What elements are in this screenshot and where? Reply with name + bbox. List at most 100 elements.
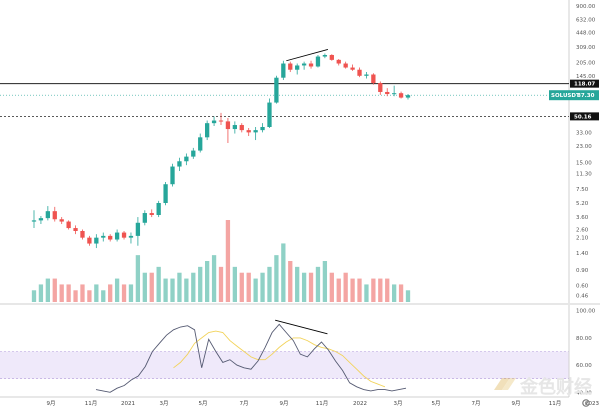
volume-bar [364,284,369,302]
rsi-band [0,351,569,379]
volume-bar [80,284,85,302]
rsi-divergence-trendline [275,319,328,335]
candle-body [260,126,265,131]
volume-bar [232,266,237,302]
rsi-signal-line [173,330,386,388]
candle-body [225,121,231,130]
candle-body [108,235,113,240]
price-tick-label: 632.00 [576,18,596,24]
time-tick-label: 2021 [121,401,135,407]
price-tick-label: 2.60 [576,227,589,233]
price-trendline [286,49,329,62]
volume-bar [108,284,113,302]
volume-bar [322,261,328,302]
candle-body [101,235,106,238]
volume-bar [156,266,161,302]
rsi-panel: 100.00 80.00 60.00 40.00 [0,305,596,397]
candle-body [336,59,341,64]
volume-bar [205,261,210,302]
candle-body [281,63,286,78]
candle-body [163,184,168,204]
level-badge [570,112,599,121]
candle-body [170,166,175,185]
candle-body [239,125,244,131]
volume-bar [357,278,362,302]
time-tick-label: 11月 [85,400,98,407]
price-tick-label: 309.00 [576,45,596,51]
volume-bar [121,284,127,302]
volume-bar [392,284,397,302]
candle-body [350,67,355,70]
price-tick-label: 5.20 [576,201,589,207]
volume-bar [149,272,154,302]
candle-body [198,137,203,151]
candle-body [246,130,251,133]
volume-bar [253,278,258,302]
price-tick-label: 33.00 [576,130,592,136]
volume-bar [142,272,147,302]
volume-bar [371,278,376,302]
volume-bar [301,272,307,302]
time-tick-label: 3月 [160,400,169,407]
volume-bar [267,266,272,302]
time-tick-label: 9月 [512,400,521,407]
candle-body [295,65,300,70]
candle-body [31,220,37,222]
candle-body [135,222,141,236]
candle-body [218,120,224,122]
volume-bar [87,290,92,302]
time-tick-label: 5月 [199,400,208,407]
rsi-tick-label: 80.00 [576,336,592,342]
candle-body [315,56,321,67]
candle-body [73,228,78,231]
volume-bar [288,261,293,302]
volume-bar [218,266,224,302]
volume-bar [274,255,279,302]
candle-body [343,63,348,68]
candle-body [392,93,397,95]
candle-body [52,211,57,220]
rsi-tick-label: 60.00 [576,363,592,369]
candle-body [87,237,92,244]
volume-bar [211,255,217,302]
time-tick-label: 7月 [472,400,481,407]
candle-body [405,95,411,98]
candle-body [267,102,272,127]
price-tick-label: 23.00 [576,144,592,150]
time-axis-ticks: 9月 11月 2021 3月 5月 7月 9月 11月 2022 3月 5月 7月 9月 11月 2023 [47,400,600,407]
candle-body [308,63,314,67]
volume-bar [398,284,404,302]
candle-body [80,230,85,238]
time-tick-label: 11月 [316,400,329,407]
rsi-line [95,323,407,393]
time-tick-label: 11月 [549,400,562,407]
volume-bar [260,272,265,302]
price-tick-label: 0.46 [576,294,589,300]
volume-bar [378,278,383,302]
volume-bar [281,243,286,302]
price-divergence-trendline [286,49,329,62]
time-tick-label: 5月 [432,400,441,407]
candle-body [378,83,383,92]
price-tick-label: 11.30 [576,171,592,177]
candle-body [59,219,64,222]
settings-gear-icon[interactable] [582,399,590,407]
volume-bar [385,278,390,302]
volume-bar [246,272,251,302]
candle-body [364,74,369,76]
rsi-tick-label: 40.00 [576,390,592,396]
rsi-axis-ticks: 100.00 80.00 60.00 40.00 [576,309,596,397]
rsi-trendline [275,319,328,335]
price-tick-label: 0.60 [576,284,589,290]
volume-bar [308,272,314,302]
candle-body [329,54,334,60]
candle-body [121,232,127,238]
candle-body [128,235,134,238]
volume-bar [73,290,78,302]
price-tick-label: 0.90 [576,268,589,274]
volume-bar [343,272,348,302]
time-tick-label: 9月 [47,400,56,407]
candle-body [398,93,404,98]
volume-bar [94,284,99,302]
